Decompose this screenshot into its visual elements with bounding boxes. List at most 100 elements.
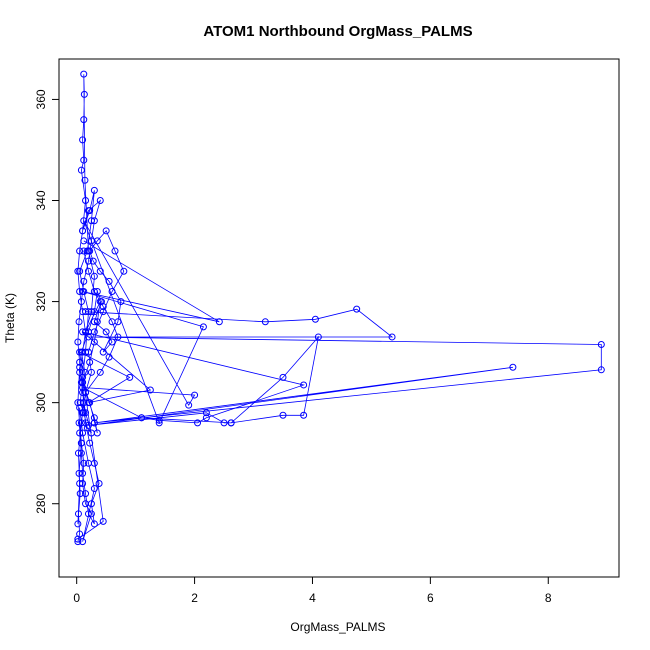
data-point: [84, 267, 92, 275]
data-point: [80, 247, 88, 255]
data-point: [227, 419, 235, 427]
data-point: [311, 315, 319, 323]
data-point: [300, 411, 308, 419]
data-point: [96, 267, 104, 275]
x-tick-label: 2: [191, 591, 198, 605]
data-point: [80, 277, 88, 285]
data-point: [138, 414, 146, 422]
data-point: [84, 257, 92, 265]
data-point: [114, 333, 122, 341]
x-tick-label: 0: [73, 591, 80, 605]
data-point: [220, 419, 228, 427]
series-2: [82, 305, 605, 429]
data-point: [95, 480, 103, 488]
data-point: [96, 197, 104, 205]
series-3: [74, 217, 308, 543]
data-point: [74, 520, 82, 528]
data-point: [79, 538, 87, 546]
data-point: [597, 366, 605, 374]
data-point: [77, 166, 85, 174]
x-tick-label: 4: [309, 591, 316, 605]
data-point: [87, 368, 95, 376]
data-point: [74, 510, 82, 518]
data-point: [108, 318, 116, 326]
plot-area-frame: [58, 58, 620, 578]
data-point: [300, 381, 308, 389]
data-point: [80, 459, 88, 467]
data-point: [76, 363, 84, 371]
data-point: [86, 399, 94, 407]
data-point: [86, 358, 94, 366]
data-point: [76, 530, 84, 538]
data-point: [74, 267, 82, 275]
data-point: [79, 480, 87, 488]
data-point: [75, 318, 83, 326]
series-line: [85, 308, 602, 426]
data-point: [79, 378, 87, 386]
data-point: [82, 389, 90, 397]
data-point: [79, 469, 87, 477]
data-point: [84, 207, 92, 215]
data-point: [202, 414, 210, 422]
data-point: [82, 197, 90, 205]
series-layer: [74, 70, 605, 546]
y-tick-label: 280: [34, 493, 48, 513]
chart-title: ATOM1 Northbound OrgMass_PALMS: [203, 23, 472, 40]
data-point: [80, 237, 88, 245]
y-tick-label: 320: [34, 291, 48, 311]
data-point: [87, 217, 95, 225]
data-point: [89, 257, 97, 265]
data-point: [77, 439, 85, 447]
data-point: [202, 409, 210, 417]
data-point: [76, 247, 84, 255]
data-point: [146, 386, 154, 394]
y-tick-label: 360: [34, 89, 48, 109]
data-point: [102, 328, 110, 336]
data-point: [105, 353, 113, 361]
y-tick-label: 300: [34, 392, 48, 412]
data-point: [353, 305, 361, 313]
x-tick-label: 8: [545, 591, 552, 605]
data-point: [87, 510, 95, 518]
data-point: [76, 490, 84, 498]
y-tick-label: 340: [34, 190, 48, 210]
data-point: [185, 401, 193, 409]
data-point: [80, 156, 88, 164]
data-point: [74, 399, 82, 407]
data-point: [388, 333, 396, 341]
data-point: [74, 538, 82, 546]
data-point: [77, 298, 85, 306]
series-1: [74, 70, 128, 528]
data-point: [80, 116, 88, 124]
data-point: [81, 176, 89, 184]
data-point: [82, 308, 90, 316]
data-point: [279, 411, 287, 419]
x-tick-label: 6: [427, 591, 434, 605]
data-point: [126, 373, 134, 381]
data-point: [191, 391, 199, 399]
series-4: [74, 247, 122, 546]
data-point: [90, 338, 98, 346]
data-point: [155, 416, 163, 424]
data-point: [76, 399, 84, 407]
data-point: [96, 368, 104, 376]
data-point: [108, 287, 116, 295]
data-point: [90, 485, 98, 493]
y-axis: 280 300 320 340 360: [34, 89, 60, 514]
data-point: [261, 318, 269, 326]
data-point: [194, 419, 202, 427]
data-point: [74, 338, 82, 346]
data-point: [120, 267, 128, 275]
data-point: [90, 186, 98, 194]
data-point: [199, 323, 207, 331]
data-point: [99, 303, 107, 311]
data-point: [75, 419, 83, 427]
data-point: [90, 318, 98, 326]
data-point: [99, 517, 107, 525]
data-point: [111, 247, 119, 255]
data-point: [84, 421, 92, 429]
data-point: [90, 520, 98, 528]
data-point: [314, 333, 322, 341]
data-point: [80, 70, 88, 78]
data-point: [102, 227, 110, 235]
